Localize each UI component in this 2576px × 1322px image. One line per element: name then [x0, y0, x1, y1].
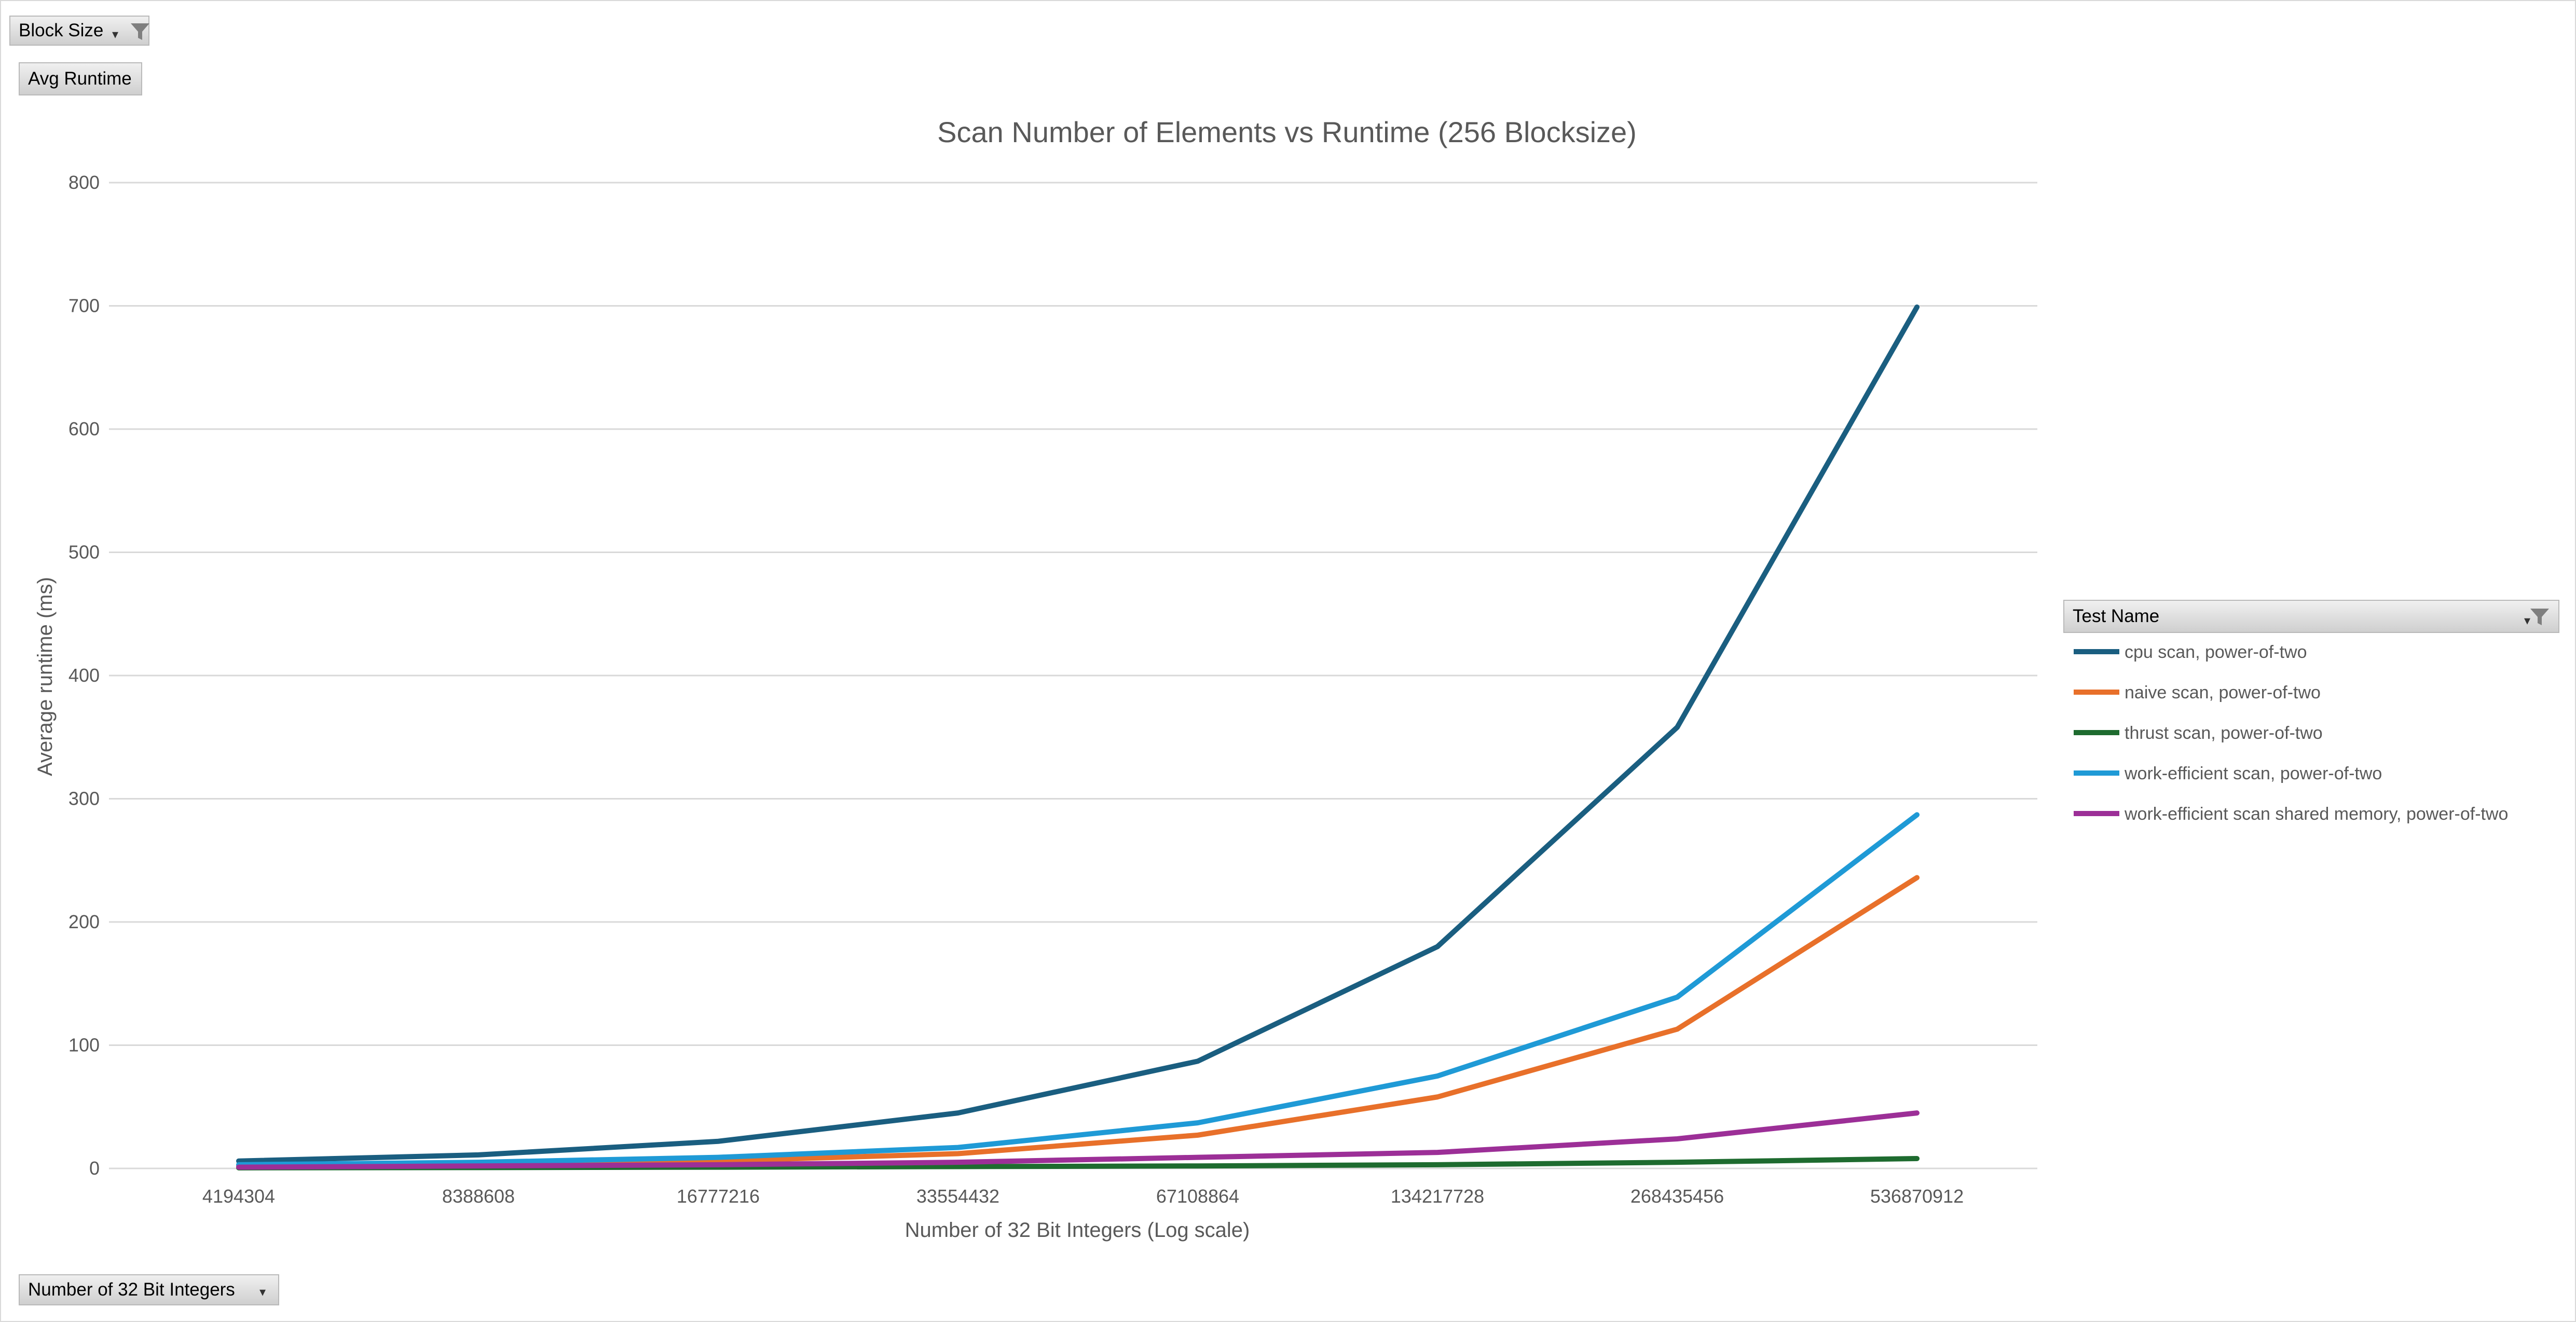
legend-field-button[interactable]: Test Name ▾	[2063, 600, 2559, 633]
y-tick-label: 300	[68, 788, 100, 809]
y-tick-label: 0	[89, 1158, 100, 1179]
x-tick-label: 134217728	[1391, 1186, 1484, 1207]
chart-title: Scan Number of Elements vs Runtime (256 …	[937, 116, 1637, 148]
series-line	[236, 812, 1920, 1167]
legend-entry[interactable]: work-efficient scan shared memory, power…	[2124, 804, 2508, 824]
y-tick-label: 100	[68, 1035, 100, 1056]
y-tick-label: 200	[68, 911, 100, 932]
series-line	[236, 875, 1920, 1169]
dropdown-arrow-icon[interactable]: ▾	[112, 27, 119, 42]
x-axis-label: Number of 32 Bit Integers (Log scale)	[905, 1219, 1250, 1242]
x-tick-label: 16777216	[677, 1186, 760, 1207]
legend-entry[interactable]: cpu scan, power-of-two	[2125, 642, 2307, 662]
y-axis-label: Average runtime (ms)	[34, 577, 57, 776]
x-tick-label: 4194304	[202, 1186, 275, 1207]
y-tick-label: 600	[68, 418, 100, 439]
avg-runtime-value-button[interactable]: Avg Runtime	[19, 62, 142, 95]
gridlines	[109, 182, 2037, 1169]
y-axis-ticks: 0 100 200 300 400 500 600 700 800	[68, 172, 100, 1179]
x-tick-label: 268435456	[1630, 1186, 1724, 1207]
x-tick-label: 536870912	[1870, 1186, 1964, 1207]
dropdown-arrow-icon[interactable]: ▾	[2524, 614, 2531, 628]
x-tick-label: 8388608	[442, 1186, 515, 1207]
legend-entry[interactable]: thrust scan, power-of-two	[2125, 723, 2323, 743]
x-tick-label: 33554432	[916, 1186, 999, 1207]
y-tick-label: 700	[68, 295, 100, 316]
legend: cpu scan, power-of-two naive scan, power-…	[2074, 642, 2508, 824]
y-tick-label: 500	[68, 542, 100, 563]
y-tick-label: 800	[68, 172, 100, 193]
x-axis-ticks: 4194304 8388608 16777216 33554432 67108864 13…	[202, 1186, 1964, 1207]
dropdown-arrow-icon[interactable]: ▾	[259, 1285, 266, 1299]
series-line	[236, 304, 1920, 1164]
y-tick-label: 400	[68, 665, 100, 686]
block-size-label: Block Size	[19, 20, 104, 40]
legend-entry[interactable]: naive scan, power-of-two	[2125, 683, 2321, 703]
legend-entry[interactable]: work-efficient scan, power-of-two	[2124, 764, 2382, 783]
x-tick-label: 67108864	[1156, 1186, 1239, 1207]
series-line	[236, 1110, 1920, 1170]
filter-funnel-icon[interactable]	[2528, 605, 2551, 628]
x-field-button[interactable]: Number of 32 Bit Integers ▾	[19, 1274, 279, 1305]
avg-runtime-label: Avg Runtime	[28, 68, 132, 89]
block-size-filter-button[interactable]: Block Size ▾	[9, 16, 149, 46]
filter-funnel-icon[interactable]	[129, 20, 152, 43]
series-lines	[236, 304, 1920, 1170]
legend-field-label: Test Name	[2073, 606, 2160, 626]
x-field-label: Number of 32 Bit Integers	[28, 1279, 235, 1300]
